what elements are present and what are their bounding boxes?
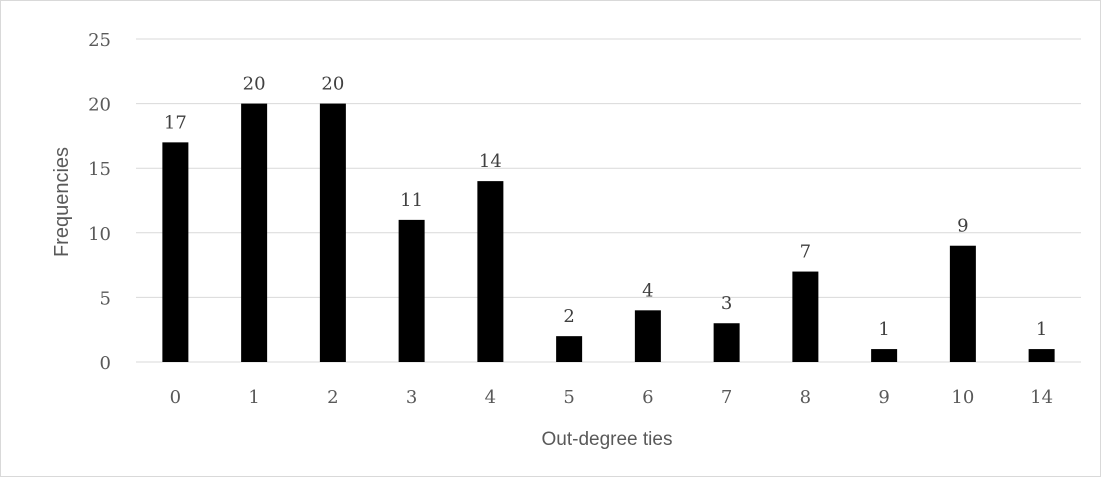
- y-tick-label-20: 20: [88, 95, 111, 116]
- x-tick-label-4: 4: [485, 387, 496, 408]
- x-axis-title: Out-degree ties: [542, 429, 673, 450]
- bar-2: [319, 103, 346, 362]
- x-tick-label-0: 0: [170, 387, 181, 408]
- data-label-4: 14: [479, 151, 502, 172]
- bar-7: [713, 323, 740, 362]
- data-label-9: 1: [878, 319, 889, 340]
- bar-0: [162, 142, 189, 362]
- bar-6: [634, 310, 661, 362]
- bar-14: [1028, 349, 1055, 362]
- bar-10: [949, 245, 976, 362]
- x-tick-label-8: 8: [800, 387, 811, 408]
- bars: [162, 103, 1055, 362]
- data-labels: 17 20 20 11 14 2 4 3 7 1 9 1: [164, 74, 1047, 340]
- bar-1: [241, 103, 268, 362]
- data-label-6: 4: [642, 280, 653, 301]
- data-label-10: 9: [957, 216, 968, 237]
- data-label-14: 1: [1036, 319, 1047, 340]
- bar-4: [477, 181, 504, 362]
- y-tick-label-0: 0: [100, 353, 111, 374]
- x-tick-label-3: 3: [406, 387, 417, 408]
- data-label-0: 17: [164, 112, 187, 133]
- x-tick-label-5: 5: [563, 387, 574, 408]
- x-tick-label-2: 2: [327, 387, 338, 408]
- bar-3: [398, 219, 425, 362]
- data-label-7: 3: [721, 293, 732, 314]
- bar-8: [792, 271, 819, 362]
- gridlines: [136, 38, 1081, 363]
- bar-9: [871, 349, 898, 362]
- x-axis-ticks: 0 1 2 3 4 5 6 7 8 9 10 14: [170, 387, 1053, 408]
- data-label-2: 20: [321, 74, 344, 95]
- y-axis-ticks: 0 5 10 15 20 25: [88, 30, 111, 374]
- data-label-3: 11: [400, 190, 423, 211]
- x-tick-label-9: 9: [878, 387, 889, 408]
- x-tick-label-14: 14: [1030, 387, 1053, 408]
- x-tick-label-1: 1: [248, 387, 259, 408]
- y-tick-label-25: 25: [88, 30, 111, 51]
- y-tick-label-15: 15: [88, 159, 111, 180]
- data-label-8: 7: [800, 242, 811, 263]
- x-tick-label-6: 6: [642, 387, 653, 408]
- data-label-1: 20: [243, 74, 266, 95]
- x-tick-label-7: 7: [721, 387, 732, 408]
- y-tick-label-5: 5: [100, 288, 111, 309]
- data-label-5: 2: [563, 306, 574, 327]
- bar-5: [556, 336, 583, 362]
- y-tick-label-10: 10: [88, 224, 111, 245]
- x-tick-label-10: 10: [951, 387, 974, 408]
- y-axis-title: Frequencies: [51, 147, 73, 257]
